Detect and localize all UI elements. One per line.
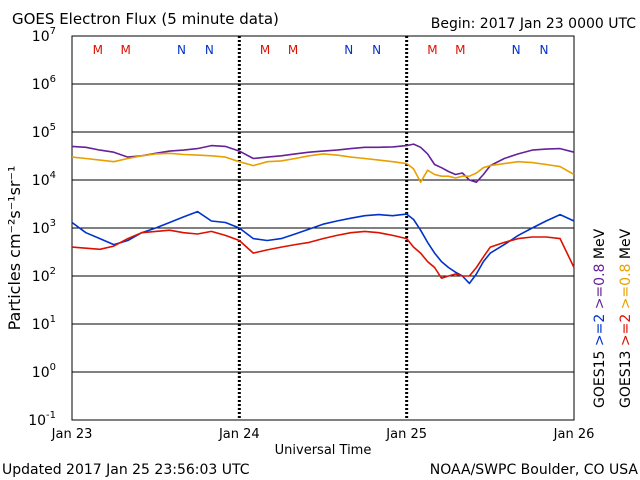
y-tick-label: 106 [32, 74, 56, 93]
y-tick-label: 101 [32, 314, 56, 333]
local-noon-marker: N [205, 43, 214, 57]
y-tick-label: 103 [32, 218, 56, 237]
chart-title: GOES Electron Flux (5 minute data) [12, 10, 279, 28]
series-line-goes15_gt2 [71, 210, 575, 285]
y-tick-label: 105 [32, 122, 56, 141]
x-tick-label: Jan 25 [385, 427, 427, 442]
y-axis-label: Particles cm⁻²s⁻¹sr⁻¹ [5, 166, 24, 331]
series-line-goes13_gt2 [71, 229, 575, 280]
y-tick-label: 102 [32, 266, 56, 285]
y-tick-label: 107 [32, 26, 56, 45]
right-legend: GOES15 >=2 >=0.8 MeV GOES13 >=2 >=0.8 MeV [592, 228, 634, 408]
grid-lines [72, 35, 574, 421]
x-tick-labels: Jan 23 Jan 24 Jan 25 Jan 26 [51, 427, 595, 442]
x-axis-label: Universal Time [275, 443, 372, 458]
local-noon-marker: N [177, 43, 186, 57]
begin-time-label: Begin: 2017 Jan 23 0000 UTC [431, 16, 636, 32]
local-noon-marker: N [344, 43, 353, 57]
y-tick-labels: 107 106 105 104 103 102 101 100 10-1 [28, 26, 78, 429]
local-noon-marker: N [512, 43, 521, 57]
x-tick-label: Jan 23 [51, 427, 93, 442]
y-tick-label: 104 [32, 170, 56, 189]
local-noon-marker: N [372, 43, 381, 57]
x-tick-label: Jan 26 [553, 427, 595, 442]
x-tick-label: Jan 24 [218, 427, 260, 442]
local-midnight-marker: M [93, 43, 103, 57]
local-midnight-marker: M [288, 43, 298, 57]
series-line-goes13_gt08 [71, 152, 575, 183]
local-noon-marker: N [540, 43, 549, 57]
local-midnight-marker: M [120, 43, 130, 57]
local-midnight-marker: M [427, 43, 437, 57]
legend-goes13: GOES13 >=2 >=0.8 MeV [618, 228, 634, 408]
series-line-goes15_gt08 [71, 143, 575, 183]
series-group [71, 143, 575, 285]
updated-timestamp: Updated 2017 Jan 25 23:56:03 UTC [2, 462, 250, 478]
local-midnight-marker: M [260, 43, 270, 57]
y-tick-label: 100 [32, 362, 56, 381]
credit-label: NOAA/SWPC Boulder, CO USA [430, 462, 639, 478]
legend-goes15: GOES15 >=2 >=0.8 MeV [592, 228, 608, 408]
local-midnight-marker: M [455, 43, 465, 57]
y-tick-label: 10-1 [28, 410, 56, 429]
